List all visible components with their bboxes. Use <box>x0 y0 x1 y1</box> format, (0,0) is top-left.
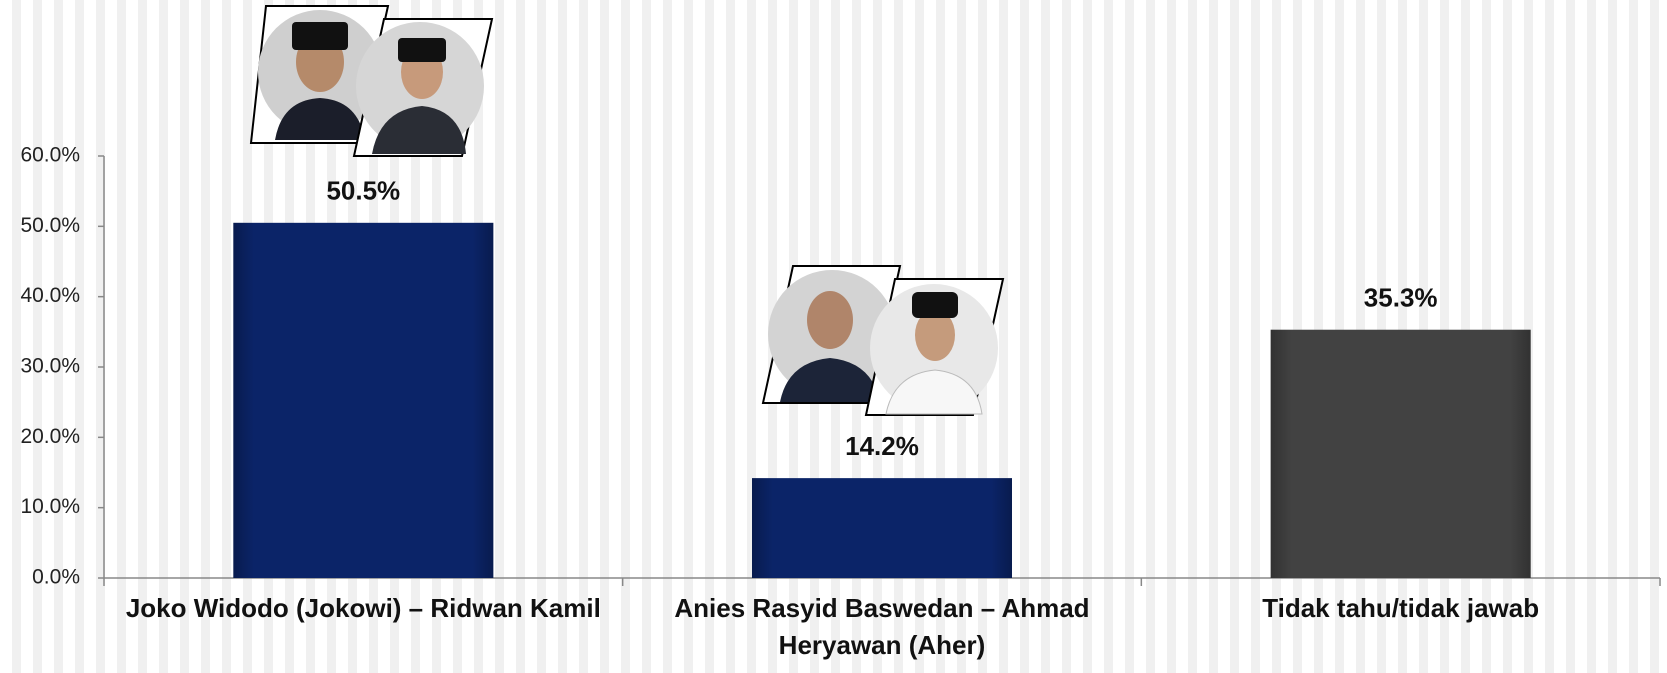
y-tick-label: 20.0% <box>20 425 80 448</box>
y-tick-label: 40.0% <box>20 284 80 307</box>
x-tick-label: Anies Rasyid Baswedan – Ahmad Heryawan (… <box>674 593 1090 660</box>
y-tick-label: 30.0% <box>20 355 80 378</box>
value-label: 35.3% <box>1364 283 1438 313</box>
y-tick-label: 10.0% <box>20 495 80 518</box>
x-tick-label: Tidak tahu/tidak jawab <box>1262 593 1540 623</box>
photos-pair-1 <box>249 5 494 157</box>
y-tick-label: 50.0% <box>20 214 80 237</box>
photos-pair-2 <box>761 265 1005 416</box>
bar-shade <box>233 222 494 579</box>
value-label: 14.2% <box>845 431 919 461</box>
bar-shade <box>752 478 1012 578</box>
y-tick-label: 60.0% <box>20 144 80 167</box>
bar-shade <box>1270 329 1531 578</box>
value-label: 50.5% <box>326 176 400 206</box>
x-tick-label: Joko Widodo (Jokowi) – Ridwan Kamil <box>125 593 601 623</box>
y-tick-label: 0.0% <box>32 566 80 589</box>
